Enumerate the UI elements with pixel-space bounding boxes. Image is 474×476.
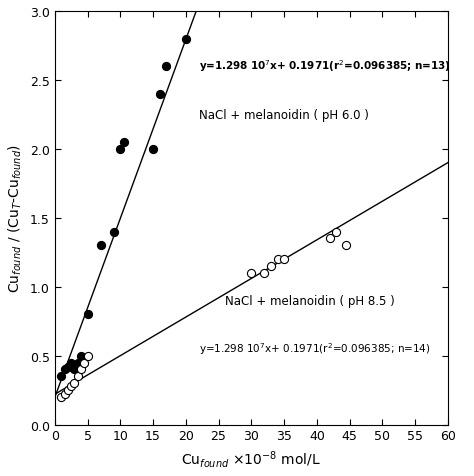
Point: [77, 366, 85, 374]
Point: [61, 391, 68, 398]
Text: NaCl + melanoidin ( pH 6.0 ): NaCl + melanoidin ( pH 6.0 ): [199, 109, 369, 122]
Point: [261, 269, 268, 277]
Point: [81, 359, 88, 367]
Point: [71, 366, 78, 374]
Point: [71, 380, 78, 387]
Point: [57, 394, 65, 401]
Point: [149, 146, 157, 153]
Point: [343, 242, 350, 250]
Point: [110, 228, 118, 236]
Point: [74, 373, 82, 380]
X-axis label: Cu$_{found}$ ×10$^{-8}$ mol/L: Cu$_{found}$ ×10$^{-8}$ mol/L: [182, 448, 321, 469]
Point: [97, 242, 104, 250]
Point: [156, 90, 164, 98]
Point: [57, 373, 65, 380]
Point: [182, 36, 190, 43]
Point: [280, 256, 288, 263]
Point: [273, 256, 281, 263]
Point: [333, 228, 340, 236]
Point: [267, 263, 275, 270]
Point: [84, 352, 91, 360]
Point: [64, 363, 72, 371]
Text: y=1.298 10$^7$x+ 0.1971(r$^2$=0.096385; n=14): y=1.298 10$^7$x+ 0.1971(r$^2$=0.096385; …: [199, 340, 430, 356]
Point: [120, 139, 128, 147]
Point: [326, 235, 334, 243]
Point: [67, 359, 75, 367]
Point: [163, 63, 170, 71]
Text: y=1.298 10$^7$x+ 0.1971(r$^2$=0.096385; n=13): y=1.298 10$^7$x+ 0.1971(r$^2$=0.096385; …: [199, 58, 451, 74]
Point: [247, 269, 255, 277]
Point: [77, 352, 85, 360]
Y-axis label: Cu$_{found}$ / (Cu$_T$-Cu$_{found}$): Cu$_{found}$ / (Cu$_T$-Cu$_{found}$): [7, 144, 24, 293]
Point: [61, 366, 68, 374]
Point: [117, 146, 124, 153]
Point: [64, 387, 72, 394]
Text: NaCl + melanoidin ( pH 8.5 ): NaCl + melanoidin ( pH 8.5 ): [225, 295, 395, 308]
Point: [74, 359, 82, 367]
Point: [67, 382, 75, 390]
Point: [84, 311, 91, 318]
